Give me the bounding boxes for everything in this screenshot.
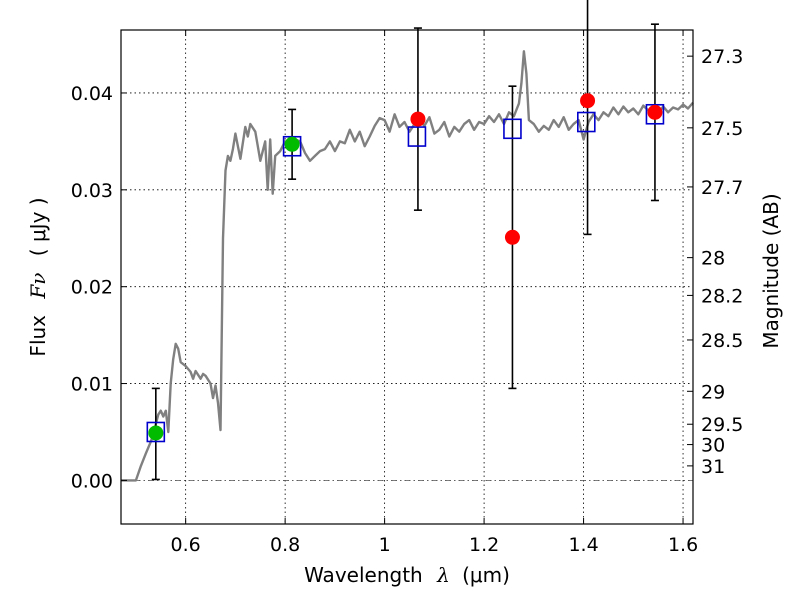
x-axis-label-text: Wavelength (304, 563, 423, 587)
y-axis-label-text: Flux (26, 315, 50, 357)
observed-point (410, 111, 426, 127)
model-spectrum-layer (121, 50, 694, 482)
model-spectrum-line (121, 50, 694, 482)
y-tick-label: 0.04 (71, 83, 113, 105)
magnitude-axis-label: Magnitude (AB) (759, 193, 783, 348)
model-photometry-square (577, 111, 596, 133)
y-tick-label: 0.02 (71, 277, 113, 299)
x-axis-label-symbol: λ (436, 563, 450, 587)
y-tick-label: 0.00 (71, 470, 113, 492)
detection-point (284, 136, 300, 152)
y-axis-label-symbol: Fν (26, 273, 50, 300)
magnitude-tick-label: 29 (701, 381, 725, 403)
grid (121, 30, 693, 524)
x-tick-label: 1.4 (568, 534, 598, 556)
magnitude-tick-label: 31 (701, 456, 725, 478)
magnitude-tick-label: 28.2 (701, 285, 743, 307)
observed-point (580, 93, 596, 109)
model-photometry-square (146, 421, 166, 443)
axis-ticks: 0.6 0.8 1 1.2 1.4 1.6 0.00 0.01 0.02 0.03 0.04 27.3… (71, 30, 743, 556)
y-axis-label-unit: ( μJy ) (26, 197, 50, 256)
magnitude-tick-label: 28.5 (701, 330, 743, 352)
errorbar-layer (151, 0, 659, 481)
x-tick-label: 1 (379, 534, 391, 556)
magnitude-tick-label: 30 (701, 435, 725, 457)
magnitude-tick-label: 28 (701, 248, 725, 270)
x-tick-label: 0.6 (171, 534, 201, 556)
x-tick-label: 1.6 (668, 534, 698, 556)
x-tick-label: 0.8 (270, 534, 300, 556)
x-axis-label: Wavelength λ (μm) (304, 563, 510, 587)
magnitude-tick-label: 27.3 (701, 46, 743, 68)
y-tick-label: 0.01 (71, 374, 113, 396)
magnitude-tick-label: 27.7 (701, 177, 743, 199)
y-tick-label: 0.03 (71, 180, 113, 202)
model-photometry-square (503, 118, 522, 140)
model-photometry-square (645, 103, 665, 125)
model-photometry-square (407, 126, 427, 147)
detection-point (148, 425, 164, 441)
x-tick-label: 1.2 (469, 534, 499, 556)
x-axis-label-unit: (μm) (462, 563, 510, 587)
magnitude-tick-label: 27.5 (701, 118, 743, 140)
y-axis-label: Flux Fν ( μJy ) (26, 197, 50, 356)
observed-point (504, 229, 520, 245)
model-photometry-square (282, 135, 302, 157)
observed-points-layer (148, 93, 663, 441)
model-photometry-layer (146, 103, 665, 443)
observed-point (647, 104, 663, 120)
plot-frame (120, 29, 694, 525)
magnitude-tick-label: 29.5 (701, 414, 743, 436)
